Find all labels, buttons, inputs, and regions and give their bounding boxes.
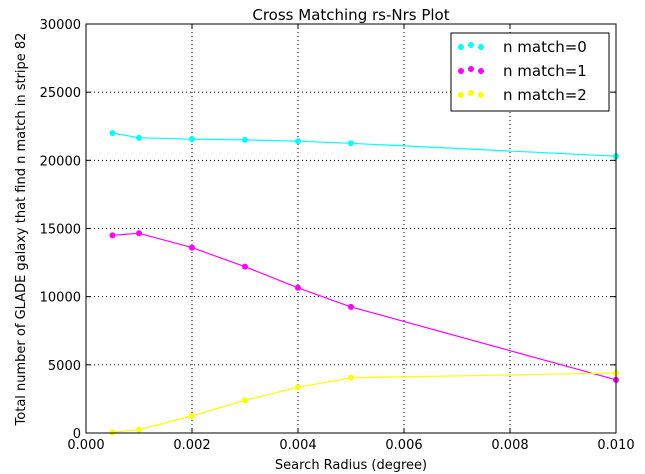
y-tick-label: 30000 [40, 18, 81, 33]
y-axis-title: Total number of GLADE galaxy that find n… [14, 33, 29, 427]
legend-marker [478, 92, 484, 98]
y-tick-label: 20000 [40, 154, 81, 169]
legend-box [450, 32, 610, 112]
legend-label: n match=2 [503, 86, 587, 104]
data-point [295, 284, 301, 291]
data-point [295, 384, 301, 391]
legend-marker [478, 68, 484, 74]
data-point [242, 136, 248, 143]
x-axis-title: Search Radius (degree) [275, 458, 427, 473]
data-point [136, 134, 142, 141]
legend-label: n match=0 [503, 38, 587, 56]
data-point [242, 397, 248, 404]
data-point [295, 138, 301, 145]
data-point [189, 136, 195, 143]
legend-marker [478, 44, 484, 50]
data-point [242, 263, 248, 270]
legend-marker [468, 42, 474, 48]
series-line-2 [112, 372, 617, 433]
y-tick-label: 15000 [40, 223, 81, 238]
data-point [189, 412, 195, 419]
data-point [109, 130, 116, 137]
x-tick-label: 0.008 [491, 438, 528, 453]
data-point [136, 230, 142, 237]
chart-title: Cross Matching rs-Nrs Plot [252, 6, 449, 24]
legend-label: n match=1 [503, 62, 587, 80]
ticks: 0.000 0.002 0.004 0.006 0.008 0.010 0 5000 10000… [40, 18, 635, 453]
y-tick-label: 10000 [40, 291, 81, 306]
y-tick-label: 5000 [48, 359, 81, 374]
y-tick-label: 0 [73, 427, 81, 442]
series-line-1 [112, 232, 617, 381]
legend-marker [468, 66, 474, 72]
data-point [189, 244, 195, 251]
data-point [136, 426, 142, 433]
x-tick-label: 0.002 [173, 438, 210, 453]
legend-marker [458, 44, 464, 50]
x-tick-label: 0.010 [597, 438, 634, 453]
series-layer [109, 130, 619, 436]
data-point [109, 232, 116, 239]
legend-marker [468, 90, 474, 96]
x-tick-label: 0.006 [385, 438, 422, 453]
series-line-0 [112, 132, 617, 157]
data-point [348, 374, 354, 381]
y-tick-label: 25000 [40, 86, 81, 101]
data-point [109, 429, 116, 436]
legend-marker [458, 92, 464, 98]
data-point [348, 140, 354, 147]
legend: n match=0 n match=1 n match=2 [450, 32, 610, 112]
data-point [348, 303, 354, 310]
x-tick-label: 0.004 [279, 438, 316, 453]
x-tick-label: 0.000 [67, 438, 104, 453]
legend-marker [458, 68, 464, 74]
